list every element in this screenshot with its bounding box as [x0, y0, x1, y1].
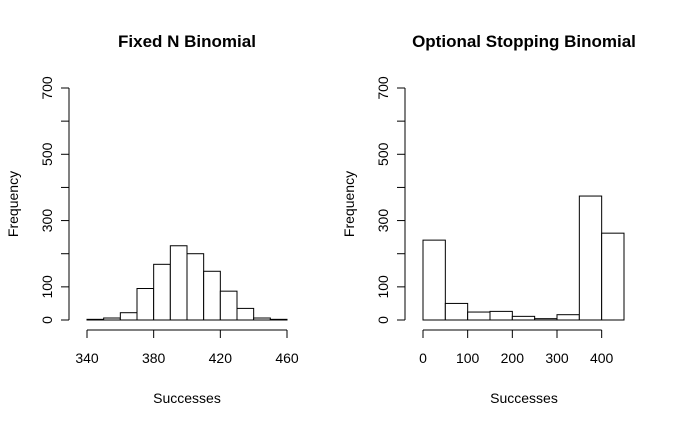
x-tick-label: 380 — [142, 350, 166, 366]
histogram-bar — [269, 318, 288, 321]
y-axis-label: Frequency — [341, 171, 357, 237]
x-tick-label: 340 — [75, 350, 99, 366]
chart-title: Optional Stopping Binomial — [412, 32, 636, 51]
y-tick-label: 0 — [375, 316, 391, 324]
histogram-bar — [444, 302, 469, 321]
x-tick-label: 300 — [545, 350, 569, 366]
x-axis: 0 100 200 300 400 — [419, 329, 614, 366]
bars — [86, 245, 288, 321]
y-tick-label: 500 — [39, 142, 55, 166]
x-axis-label: Successes — [153, 390, 221, 406]
histogram-bar — [136, 288, 155, 321]
histogram-bar — [253, 317, 271, 321]
histogram-bar — [489, 310, 513, 321]
histogram-bar — [219, 290, 238, 321]
x-tick-label: 100 — [456, 350, 480, 366]
chart-title: Fixed N Binomial — [118, 32, 256, 51]
x-tick-label: 0 — [419, 350, 427, 366]
histogram-fixed-n: Fixed N Binomial Successes Frequency 340… — [5, 32, 299, 406]
histogram-bar — [203, 270, 221, 321]
y-axis: 0 100 300 500 700 — [39, 76, 70, 324]
x-tick-label: 460 — [275, 350, 299, 366]
y-tick-label: 0 — [39, 316, 55, 324]
histogram-bar — [511, 315, 536, 321]
y-tick-label: 700 — [39, 76, 55, 100]
histogram-bar — [186, 253, 205, 321]
histogram-bar — [119, 312, 138, 321]
x-tick-label: 400 — [590, 350, 614, 366]
histogram-bar — [153, 263, 171, 321]
histogram-bar — [467, 311, 491, 321]
y-tick-label: 300 — [39, 209, 55, 233]
y-axis-label: Frequency — [5, 171, 21, 237]
y-tick-label: 300 — [375, 209, 391, 233]
histogram-bar — [422, 239, 446, 321]
histogram-bar — [103, 317, 121, 321]
bars — [422, 195, 625, 321]
histogram-bar — [534, 318, 558, 321]
histogram-bar — [556, 314, 580, 321]
x-axis-label: Successes — [490, 390, 558, 406]
x-tick-label: 200 — [501, 350, 525, 366]
histogram-optional-stopping: Optional Stopping Binomial Successes Fre… — [341, 32, 636, 406]
y-tick-label: 100 — [375, 275, 391, 299]
y-tick-label: 700 — [375, 76, 391, 100]
x-tick-label: 420 — [209, 350, 233, 366]
y-axis: 0 100 300 500 700 — [375, 76, 406, 324]
y-tick-label: 500 — [375, 142, 391, 166]
histogram-bar — [236, 307, 255, 321]
histogram-bar — [601, 232, 625, 321]
x-axis: 340 380 420 460 — [75, 329, 299, 366]
histogram-bar — [169, 245, 188, 321]
y-tick-label: 100 — [39, 275, 55, 299]
histogram-bar — [86, 318, 105, 321]
histogram-bar — [578, 195, 603, 321]
